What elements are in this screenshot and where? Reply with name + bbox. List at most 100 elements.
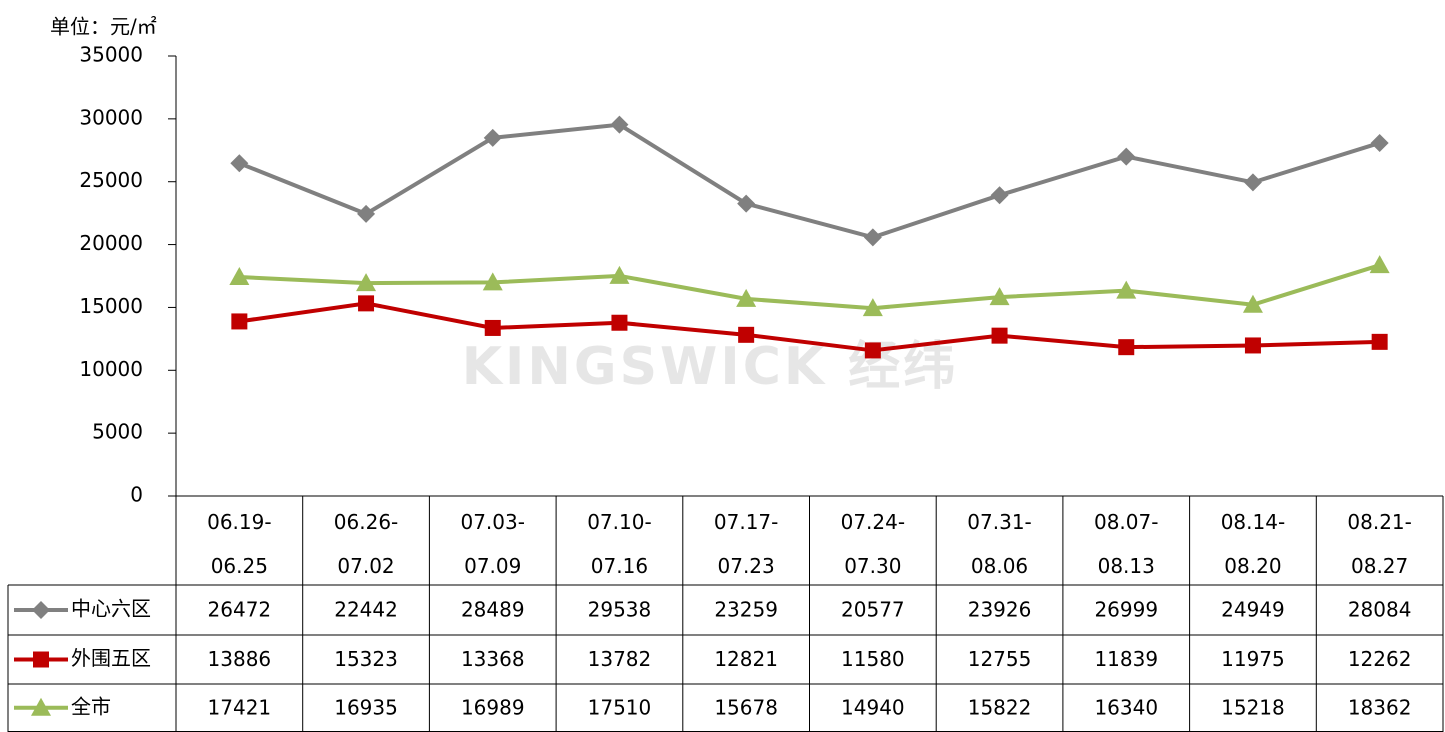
y-tick-label: 15000: [79, 294, 143, 318]
marker: [1370, 133, 1389, 152]
table-cell: 11975: [1221, 647, 1285, 671]
x-tick-label: 08.14-08.20: [1220, 510, 1286, 578]
series-line: [238, 122, 1381, 240]
x-tick-label-box: 07.10-07.16: [587, 510, 652, 578]
x-tick-label-box: 07.31-08.06: [967, 510, 1032, 578]
x-tick-label: 07.17-07.23: [713, 510, 779, 578]
marker: [1244, 337, 1261, 354]
y-tick-label: 35000: [79, 43, 143, 67]
x-tick-label-box: 07.03-07.09: [460, 510, 525, 578]
marker: [610, 115, 629, 134]
table-cell: 16935: [334, 695, 398, 719]
marker: [229, 266, 250, 285]
table-cell: 14940: [841, 695, 905, 719]
x-tick-label: 07.24-07.30: [840, 510, 906, 578]
table-cell: 12821: [714, 647, 778, 671]
table-cell: 16340: [1094, 695, 1158, 719]
marker: [231, 313, 248, 330]
table-cell: 26472: [208, 598, 272, 622]
marker: [737, 194, 756, 213]
table-cell: 22442: [334, 598, 398, 622]
y-tick-label: 25000: [79, 168, 143, 192]
table-cell: 12262: [1348, 647, 1412, 671]
x-tick-label: 06.26-07.02: [333, 510, 399, 578]
watermark: KINGSWICK 经纬: [462, 337, 959, 397]
table-cell: 29538: [588, 598, 652, 622]
legend-label: 中心六区: [71, 597, 151, 621]
x-tick-label-box: 08.07-08.13: [1093, 510, 1159, 578]
table-cell: 23259: [714, 598, 778, 622]
marker: [1118, 339, 1135, 356]
marker: [738, 326, 755, 343]
table-cell: 15822: [968, 695, 1032, 719]
series-line: [239, 301, 1380, 353]
table-cell: 13782: [588, 647, 652, 671]
table-cell: 15218: [1221, 695, 1285, 719]
y-tick-label: 0: [130, 483, 143, 507]
marker: [736, 288, 757, 307]
legend-label: 全市: [71, 694, 111, 718]
y-tick-label: 10000: [79, 357, 143, 381]
series-line: [239, 263, 1381, 311]
marker: [1369, 255, 1390, 274]
y-tick-label: 5000: [92, 420, 143, 444]
table-cell: 20577: [841, 598, 905, 622]
y-axis-label: 单位：元/㎡: [50, 15, 157, 39]
x-tick-label: 07.31-08.06: [967, 510, 1032, 578]
x-tick-label-box: 08.14-08.20: [1220, 510, 1286, 578]
legend-marker: [32, 601, 50, 619]
table-cell: 16989: [461, 695, 525, 719]
x-tick-label: 08.21-08.27: [1347, 510, 1412, 578]
table-cell: 13886: [208, 647, 272, 671]
marker: [482, 272, 503, 291]
marker: [1371, 333, 1388, 350]
marker: [230, 154, 249, 173]
y-tick-label: 30000: [79, 105, 143, 129]
marker: [611, 314, 628, 331]
table-cell: 28084: [1348, 598, 1412, 622]
x-tick-label-box: 08.21-08.27: [1347, 510, 1412, 578]
marker: [1243, 173, 1262, 192]
table-cell: 15678: [714, 695, 778, 719]
marker: [862, 298, 883, 317]
table-cell: 17421: [208, 695, 272, 719]
x-tick-label-box: 06.26-07.02: [333, 510, 399, 578]
marker: [483, 128, 502, 147]
marker: [1242, 294, 1263, 313]
x-tick-label: 08.07-08.13: [1093, 510, 1159, 578]
x-tick-label: 07.10-07.16: [587, 510, 652, 578]
marker: [358, 295, 375, 312]
marker: [864, 342, 881, 359]
table-cell: 13368: [461, 647, 525, 671]
y-tick-label: 20000: [79, 231, 143, 255]
table-cell: 28489: [461, 598, 525, 622]
marker: [484, 319, 501, 336]
marker: [357, 204, 376, 223]
x-tick-label: 06.19-06.25: [207, 510, 272, 578]
marker: [989, 287, 1010, 306]
table-cell: 24949: [1221, 598, 1285, 622]
legend-marker: [33, 651, 49, 668]
table-cell: 18362: [1348, 695, 1412, 719]
table-cell: 17510: [588, 695, 652, 719]
marker: [991, 327, 1008, 344]
table-cell: 15323: [334, 647, 398, 671]
table-cell: 11839: [1094, 647, 1158, 671]
marker: [863, 228, 882, 247]
table-cell: 11580: [841, 647, 905, 671]
table-cell: 26999: [1094, 598, 1158, 622]
marker: [356, 273, 377, 292]
marker: [1117, 147, 1136, 166]
marker: [1116, 280, 1137, 299]
marker: [609, 265, 630, 284]
x-tick-label-box: 06.19-06.25: [207, 510, 272, 578]
marker: [990, 186, 1009, 205]
table-cell: 23926: [968, 598, 1032, 622]
x-tick-label-box: 07.17-07.23: [713, 510, 779, 578]
legend-marker: [31, 697, 51, 716]
x-tick-label-box: 07.24-07.30: [840, 510, 906, 578]
table-cell: 12755: [968, 647, 1032, 671]
x-tick-label: 07.03-07.09: [460, 510, 525, 578]
legend-label: 外围五区: [71, 646, 151, 670]
